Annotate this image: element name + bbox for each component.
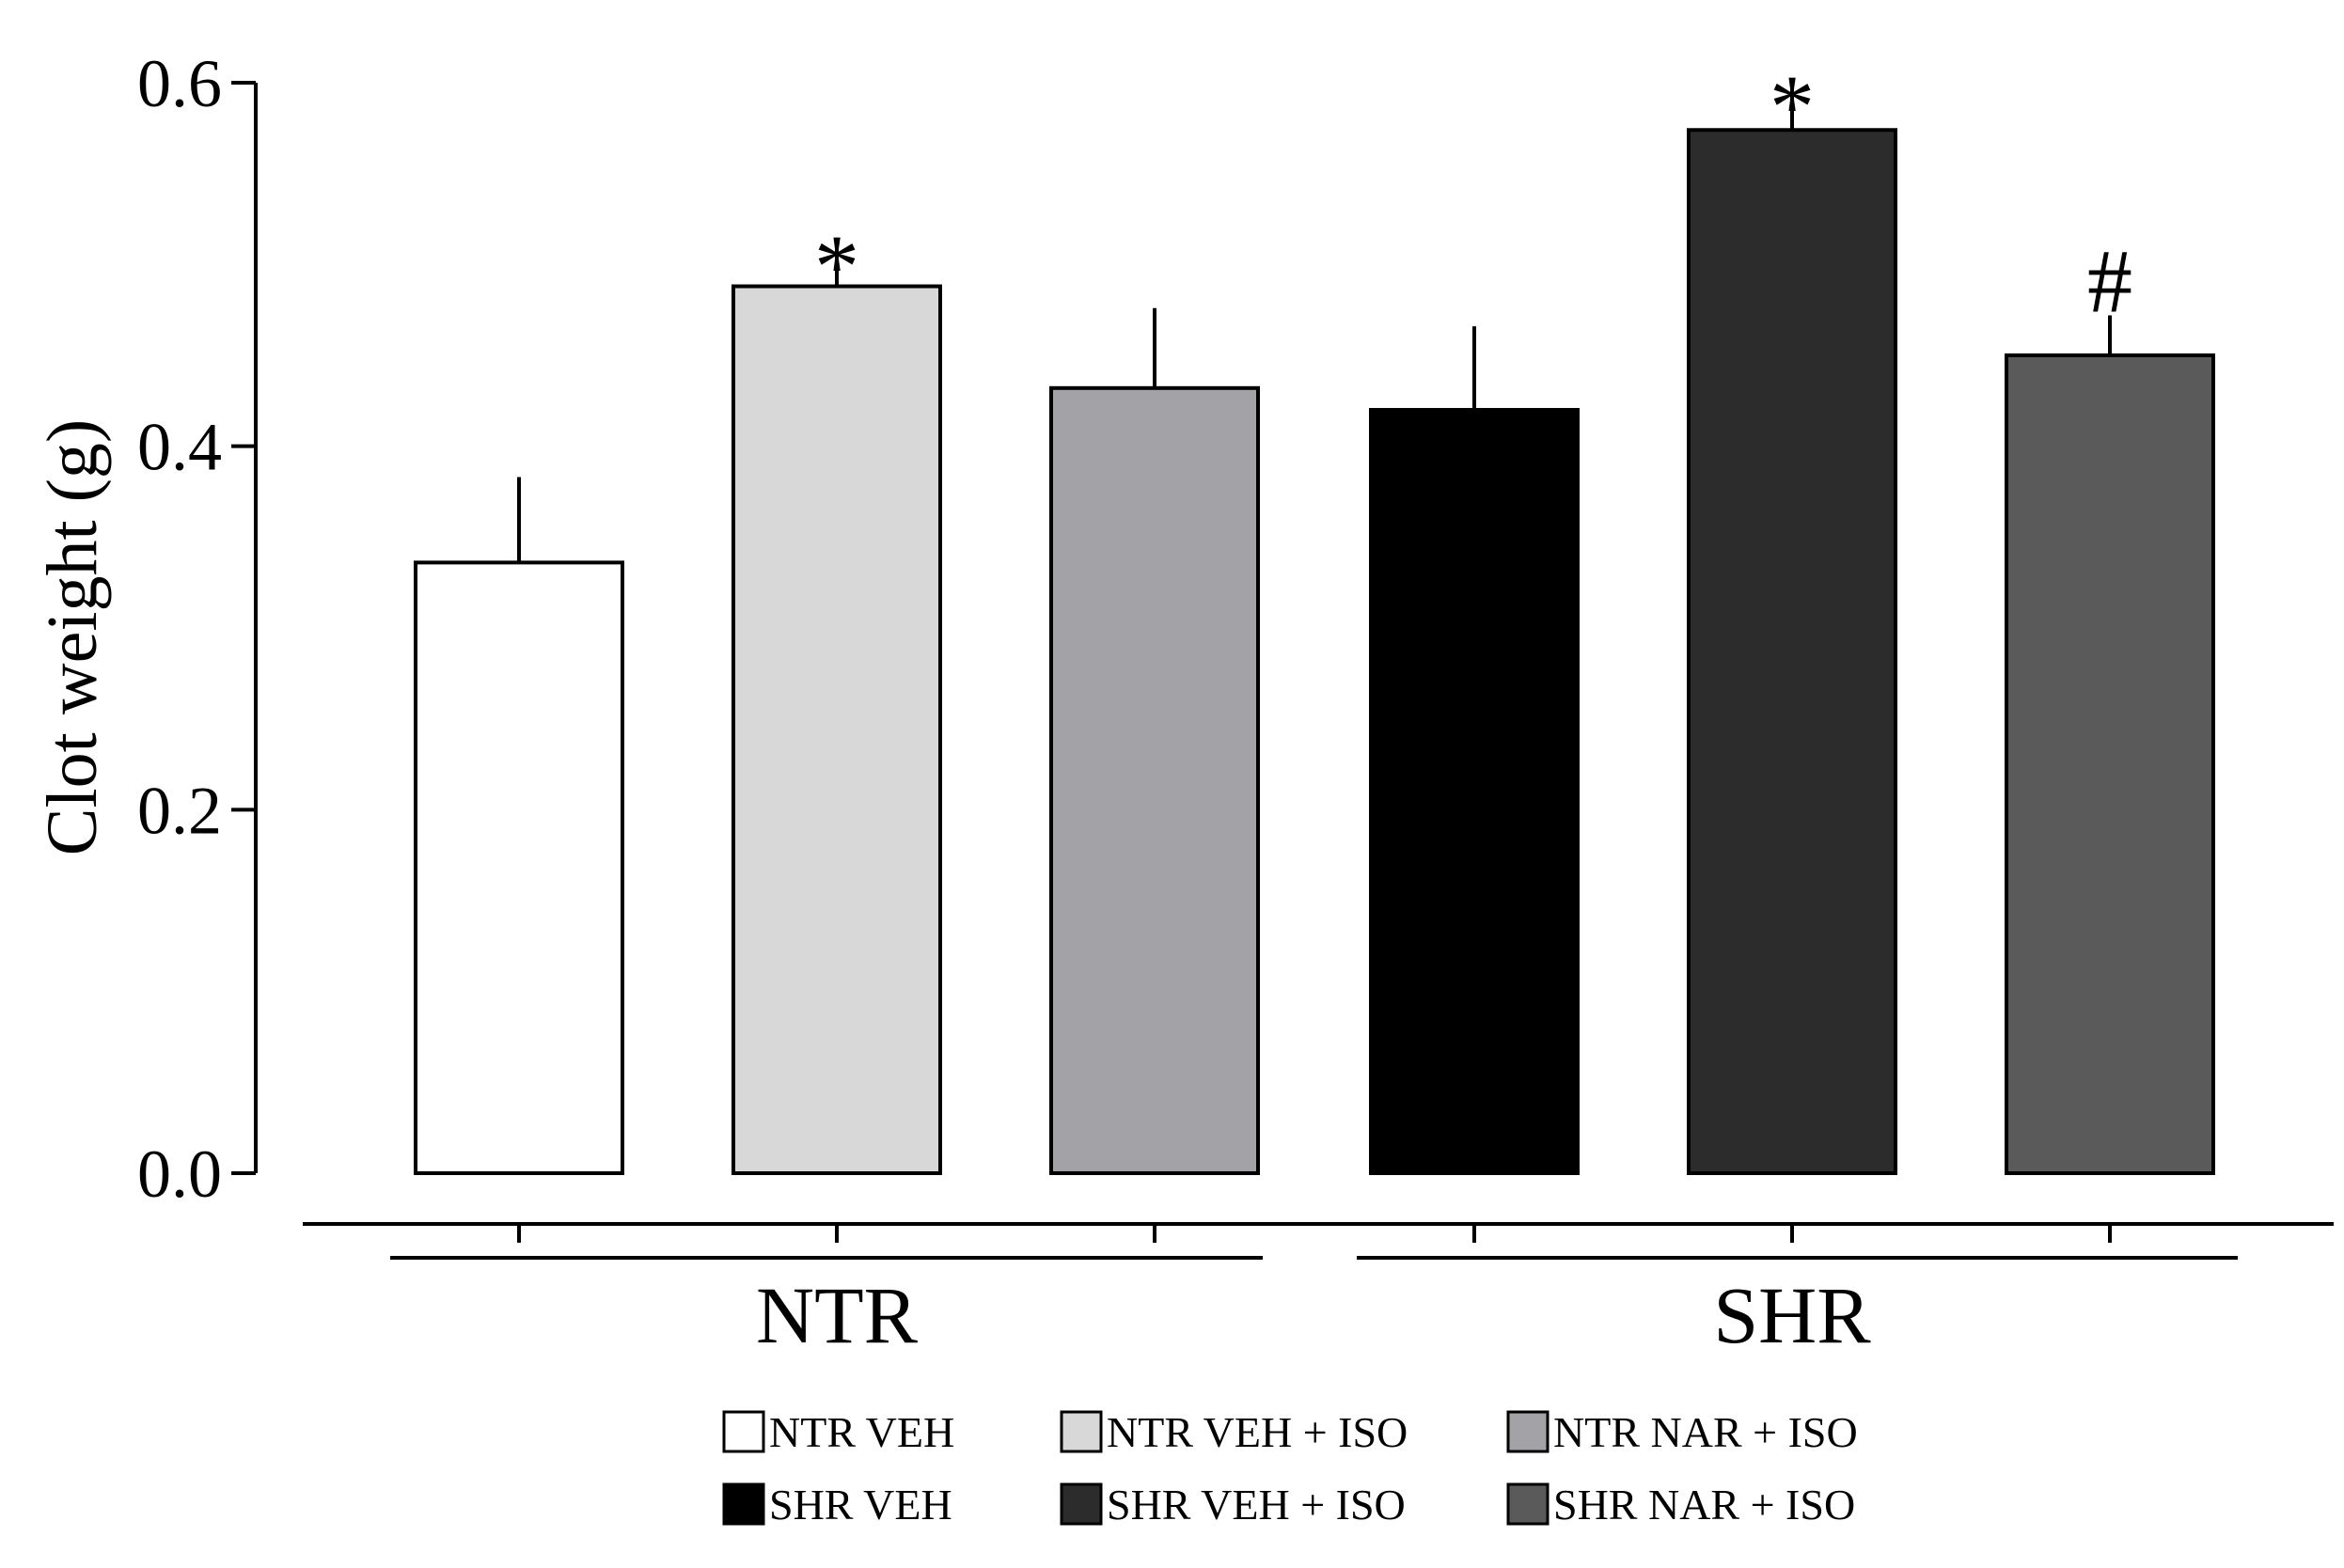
legend-swatch	[722, 1410, 765, 1453]
bar	[414, 560, 624, 1175]
bar	[1049, 385, 1260, 1175]
legend-swatch	[1060, 1482, 1103, 1526]
significance-marker: #	[2087, 230, 2132, 331]
bar	[1369, 408, 1580, 1175]
bar	[1687, 128, 1897, 1175]
legend-label: SHR VEH + ISO	[1107, 1481, 1406, 1529]
bar	[2005, 353, 2215, 1175]
legend-label: NTR VEH	[769, 1408, 954, 1456]
y-tick-label: 0.6	[137, 46, 222, 121]
legend-swatch	[1506, 1410, 1550, 1453]
group-label: SHR	[1713, 1270, 1871, 1360]
y-tick-label: 0.4	[137, 410, 222, 485]
legend-label: SHR NAR + ISO	[1553, 1481, 1855, 1529]
legend: NTR VEH NTR VEH + ISO NTR NAR + ISO SHR VEH…	[722, 1408, 1858, 1529]
y-axis-title: Clot weight (g)	[33, 419, 112, 855]
plot-area: 0.0 0.2 0.4 0.6 Clot weight (g) * * # NTR SHR	[33, 46, 2334, 1360]
legend-label: NTR NAR + ISO	[1553, 1408, 1858, 1456]
bar	[732, 284, 942, 1175]
legend-swatch	[1506, 1482, 1550, 1526]
significance-marker: *	[1770, 56, 1815, 157]
group-label: NTR	[756, 1270, 919, 1360]
significance-marker: *	[814, 216, 859, 317]
y-tick-label: 0.2	[137, 773, 222, 848]
legend-label: SHR VEH	[769, 1481, 952, 1529]
legend-label: NTR VEH + ISO	[1107, 1408, 1408, 1456]
legend-swatch	[722, 1482, 765, 1526]
legend-swatch	[1060, 1410, 1103, 1453]
y-tick-label: 0.0	[137, 1137, 222, 1212]
